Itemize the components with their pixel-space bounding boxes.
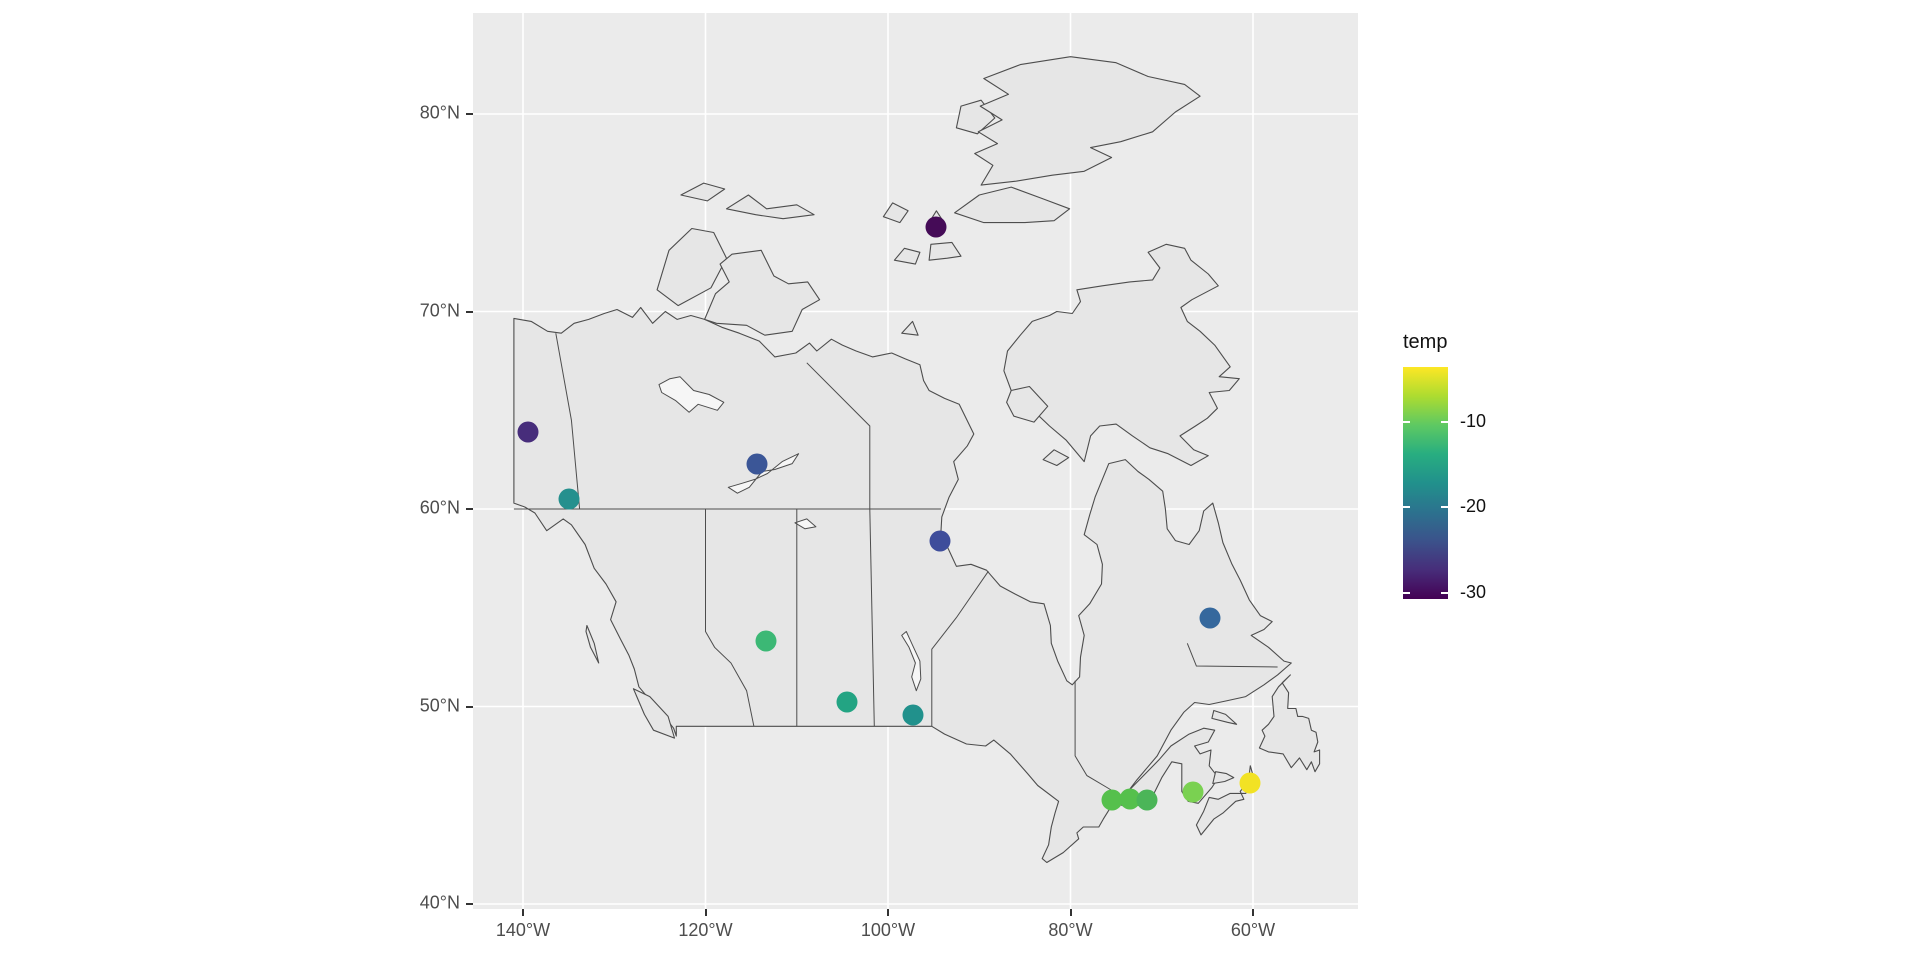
island-outline [704, 249, 821, 336]
island-outline [585, 624, 600, 664]
island-outline [680, 182, 726, 202]
province-border [705, 509, 755, 727]
x-axis-tick [1069, 909, 1072, 916]
data-point [558, 488, 580, 510]
y-axis-tick [466, 508, 473, 510]
x-axis-label: 100°W [860, 920, 916, 940]
data-point [1239, 772, 1261, 794]
data-point [902, 704, 924, 726]
y-axis-label: 60°N [419, 497, 460, 518]
y-axis-tick [466, 310, 473, 313]
mainland-outline [513, 306, 1292, 864]
island-outline [893, 247, 921, 265]
data-point [836, 691, 858, 713]
island-outline [954, 186, 1071, 224]
y-axis-tick [466, 113, 473, 115]
data-point [746, 453, 768, 475]
province-border [555, 333, 581, 510]
province-border [806, 362, 871, 509]
legend-tick-mark [1403, 506, 1410, 508]
y-axis-label: 40°N [419, 892, 460, 913]
data-point [929, 530, 951, 552]
province-border [1186, 643, 1278, 668]
data-point [1101, 789, 1123, 811]
legend-title: temp [1403, 331, 1448, 353]
island-outline [1212, 771, 1235, 785]
canada-map [513, 56, 1321, 864]
island-outline [882, 202, 909, 224]
island-outline [1042, 449, 1070, 467]
island-outline [1258, 674, 1321, 773]
island-outline [974, 56, 1201, 186]
legend-tick-mark [1441, 506, 1448, 508]
data-point [517, 421, 539, 443]
province-border [869, 508, 875, 727]
lake-outline [901, 631, 922, 692]
island-outline [1006, 385, 1049, 423]
legend-tick-mark [1403, 421, 1410, 423]
island-outline [928, 241, 962, 261]
y-axis-label: 70°N [419, 299, 460, 320]
x-axis-label: 80°W [1048, 920, 1093, 940]
legend-tick-label: -20 [1460, 496, 1487, 517]
y-axis-label: 50°N [419, 694, 460, 715]
island-outline [901, 320, 919, 336]
data-point [1119, 788, 1141, 810]
x-axis-tick [887, 909, 889, 916]
legend-tick-label: -10 [1460, 411, 1487, 432]
island-outline [1195, 765, 1256, 836]
legend-tick-mark [1441, 421, 1448, 423]
province-border [931, 570, 989, 727]
data-point [1182, 781, 1204, 803]
x-axis-label: 140°W [495, 920, 551, 940]
x-axis-label: 60°W [1230, 920, 1276, 940]
data-point [1199, 607, 1221, 629]
data-points [517, 216, 1261, 811]
x-axis-tick [522, 909, 524, 916]
island-outline [725, 194, 815, 220]
island-outline [1003, 243, 1240, 467]
island-outline [656, 227, 728, 307]
data-point [755, 630, 777, 652]
data-point [925, 216, 947, 238]
lake-outline [658, 376, 725, 413]
y-axis-label: 80°N [419, 102, 460, 123]
x-axis-tick [704, 909, 707, 916]
island-outline [632, 688, 676, 739]
legend-tick-label: -30 [1460, 582, 1487, 603]
legend-tick-mark [1441, 592, 1448, 594]
y-axis-tick [466, 903, 473, 905]
x-axis-tick [1252, 909, 1254, 916]
lake-outline [794, 518, 817, 530]
data-point [1136, 789, 1158, 811]
legend-tick-mark [1403, 592, 1410, 594]
y-axis-tick [466, 705, 473, 708]
lake-outline [727, 453, 800, 494]
x-axis-label: 120°W [678, 920, 733, 940]
legend-gradient-bar [1403, 367, 1448, 599]
island-outline [1211, 709, 1238, 725]
